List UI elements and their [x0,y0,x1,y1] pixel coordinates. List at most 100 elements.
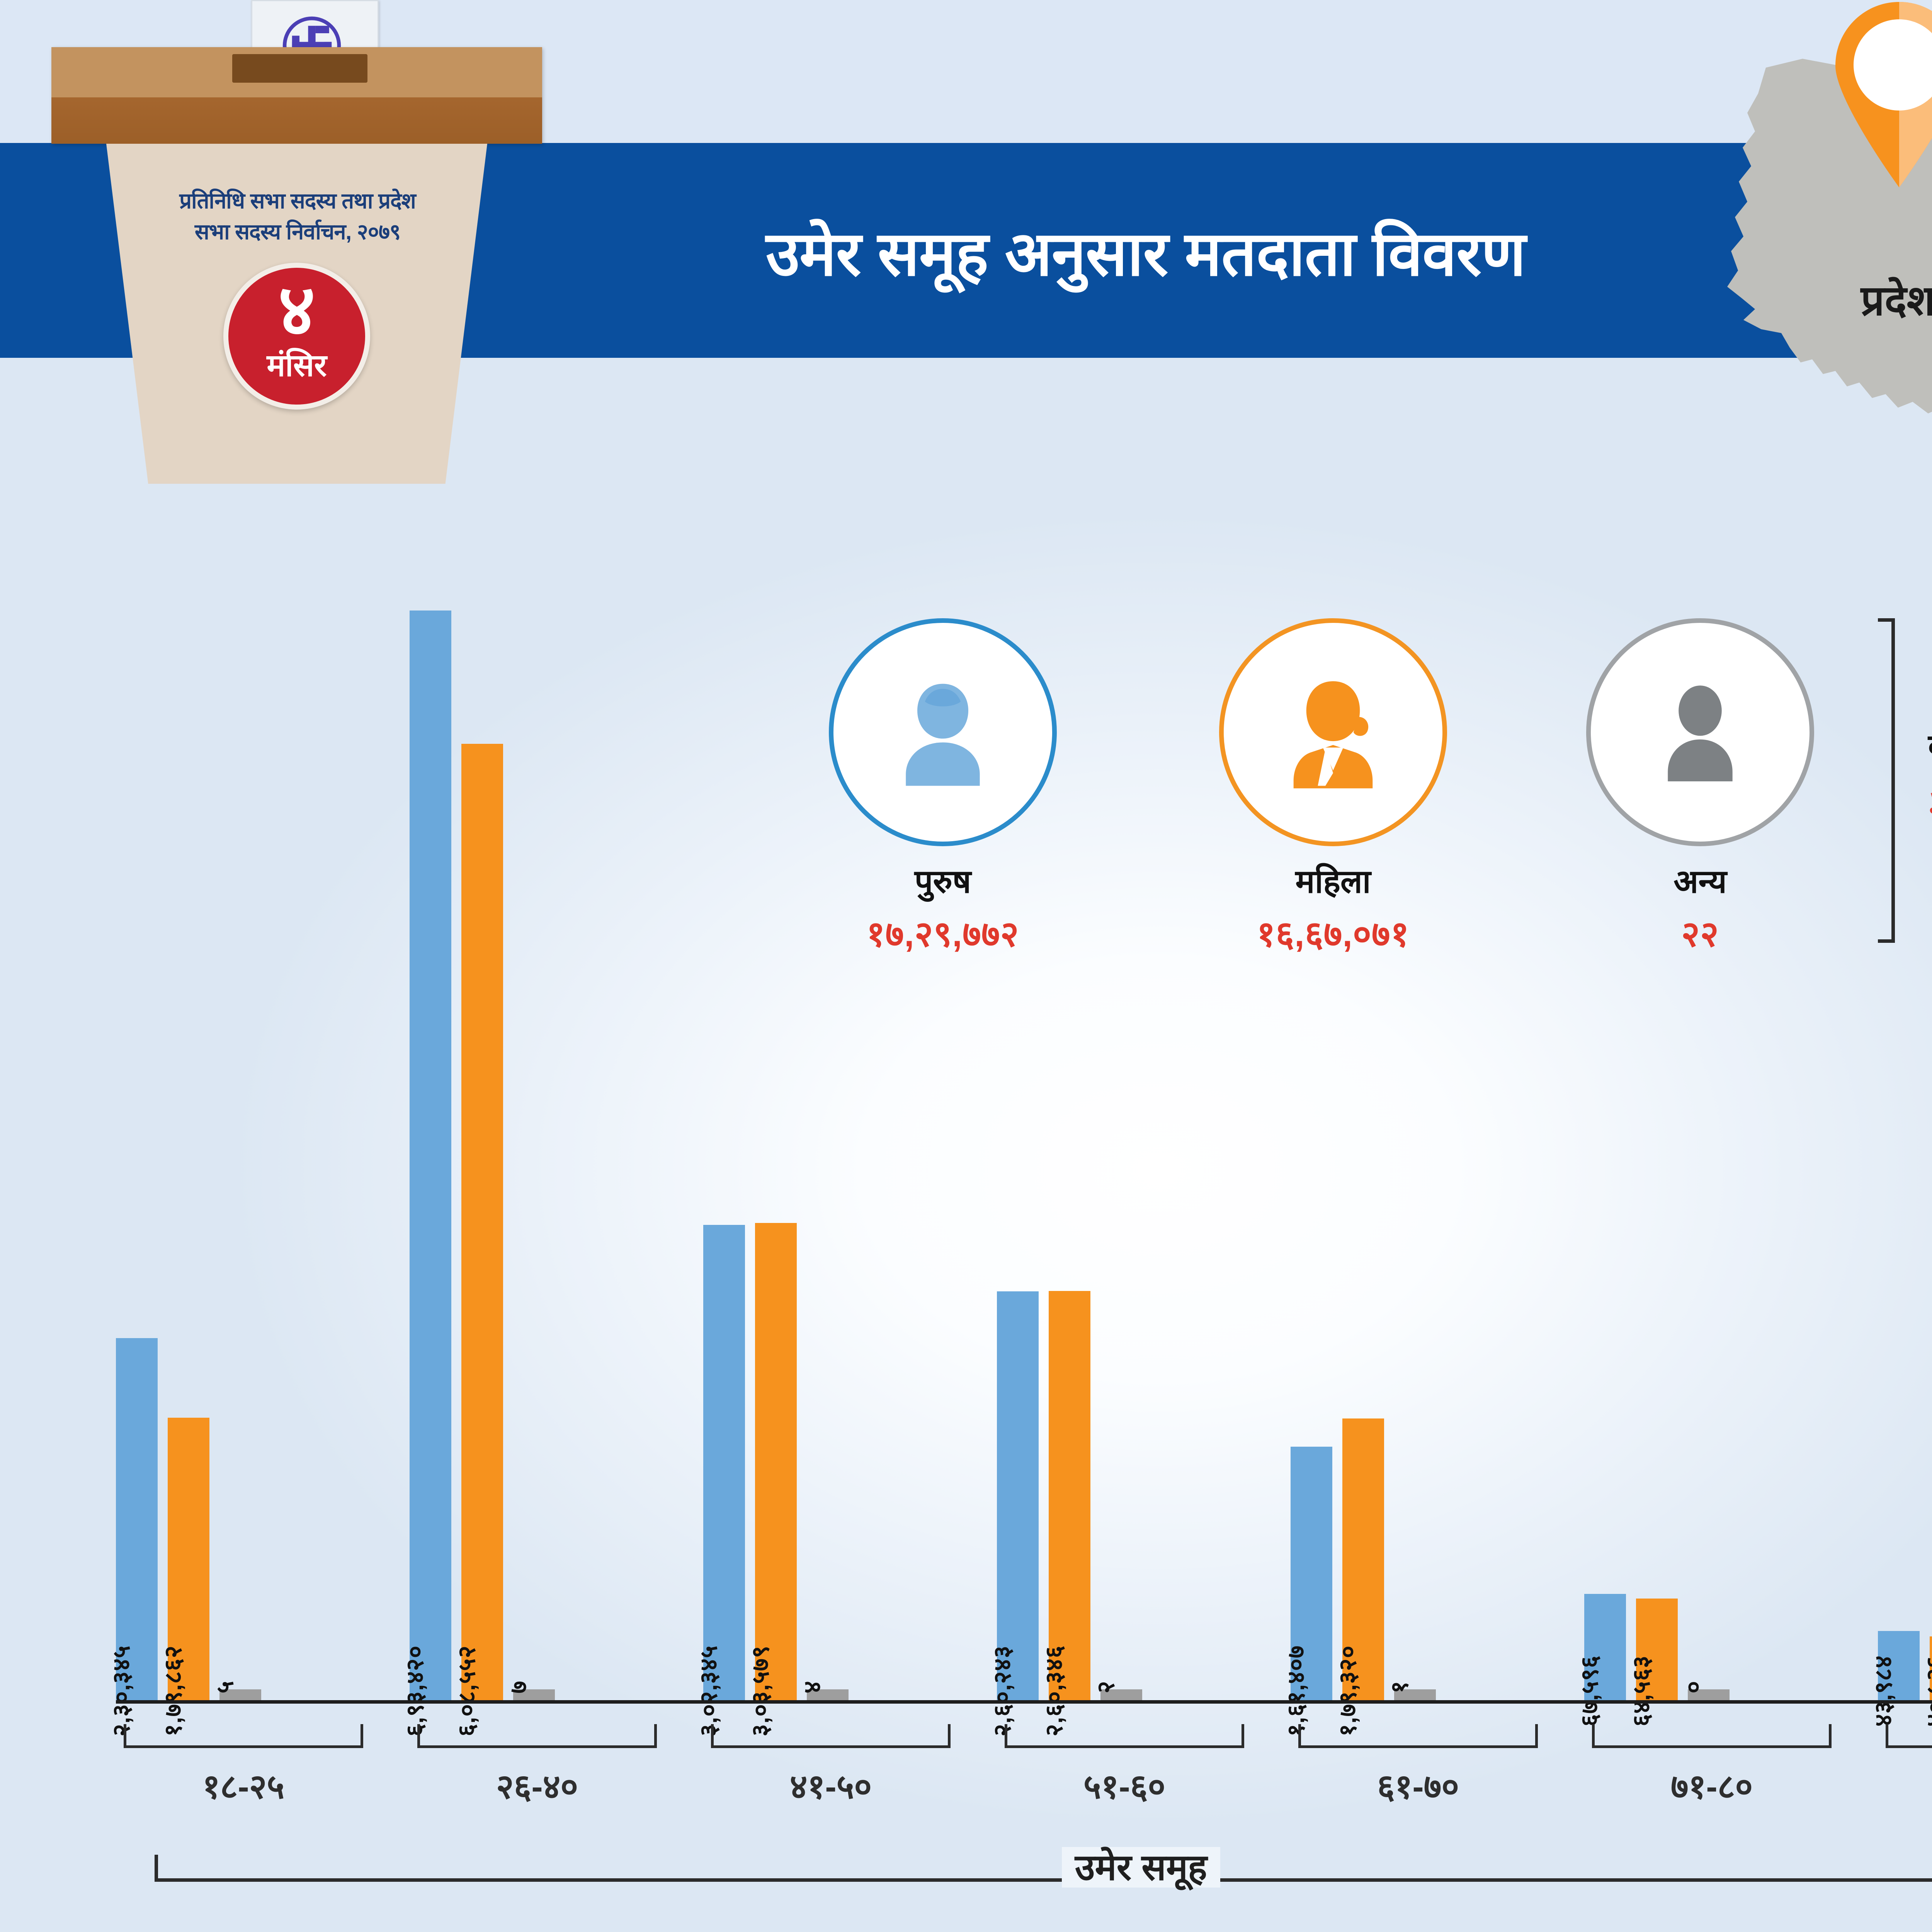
category-bracket [711,1724,951,1748]
chart-plot-area: २,३०,३४५ १,७९,८६२ ५ ६,९३,४२० ६,०८,५५२ ७ ३,०२,३… [108,560,1932,1736]
bar-female[interactable]: ६,०८,५५२ [454,744,503,1736]
category-label: २६-४० [496,1767,578,1806]
bar-female[interactable]: २,६०,३४६ [1041,1291,1090,1736]
ballot-box-graphic: प्रतिनिधि सभा सदस्य तथा प्रदेश सभा सदस्य… [37,0,558,484]
bar-female[interactable]: ४०,५२६ [1922,1636,1932,1726]
bar-value-label: ४३,९८४ [1870,1655,1897,1727]
category-bracket [1005,1724,1244,1748]
bar-value-label: ७ [505,1680,532,1694]
total-bracket [1878,618,1895,943]
bar-value-label: ४०,५२६ [1922,1655,1932,1727]
summary-other: अन्य २२ [1580,618,1820,957]
other-person-icon [1668,685,1733,782]
bar-value-label: ० [1680,1680,1707,1694]
bar-value-label: १,७९,३२० [1335,1645,1361,1736]
category-label: ४१-५० [789,1767,872,1806]
bar-value-label: २,३०,३४५ [108,1645,135,1736]
bar-value-label: ६,०८,५५२ [454,1645,480,1736]
bar-value-label: ३,०३,५७९ [747,1645,774,1736]
bar-male[interactable]: २,३०,३४५ [108,1338,158,1736]
bar-male[interactable]: ३,०२,३४५ [696,1225,745,1736]
category-bracket [1298,1724,1538,1748]
bar-value-label: १,७९,८६२ [160,1645,187,1736]
total-summary: कूल ३३,९६,८६५ [1928,723,1932,827]
bar-value-label: १,६१,४०७ [1283,1645,1310,1736]
male-person-icon [906,684,980,786]
bar-male[interactable]: ६,९३,४२० [402,611,451,1736]
gender-summary: पुरुष १७,२९,७७२ महिला १६,६७,०७१ अन्य २२ [823,618,1866,1005]
bar-value-label: २,६०,३४६ [1041,1645,1068,1736]
total-label: कूल [1928,723,1932,768]
bar-value-label: ६४,५६३ [1628,1655,1655,1727]
bar-value-label: ३,०२,३४५ [696,1645,722,1736]
summary-female: महिला १६,६७,०७१ [1213,618,1453,957]
bar-male[interactable]: ६७,५९६ [1577,1594,1626,1726]
category-label: १८-२५ [202,1767,285,1806]
chart-x-axis-line [116,1700,1932,1704]
category-bracket [1886,1724,1932,1748]
province-label: प्रदेश १ [1861,277,1932,324]
bar-value-label: २,६०,२४३ [989,1645,1016,1736]
bar-value-label: ६,९३,४२० [402,1645,429,1736]
map-pin-icon [1835,2,1932,187]
ballot-caption-line2: सभा सदस्य निर्वाचन, २०७९ [194,219,401,244]
female-label: महिला [1295,863,1371,900]
bar-group-bars: ६,९३,४२० ६,०८,५५२ ७ [402,560,665,1736]
x-axis-outer-bracket [155,1855,1932,1882]
female-value: १६,६७,०७१ [1257,915,1410,954]
bar-group-bars: २,६०,२४३ २,६०,३४६ २ [989,560,1252,1736]
category-bracket [417,1724,657,1748]
bar-group-bars: ३,०२,३४५ ३,०३,५७९ ४ [696,560,958,1736]
bar-other[interactable]: ५ [212,1680,261,1700]
category-bracket [1592,1724,1832,1748]
bar-other[interactable]: ४ [799,1680,849,1700]
bar-value-label: ६७,५९६ [1577,1655,1603,1727]
bar-other[interactable]: २ [1093,1680,1142,1700]
bar-value-label: ४ [799,1680,826,1694]
bar-group: ६७,५९६ ६४,५६३ ० [1577,560,1839,1726]
bar-group-bars: २,३०,३४५ १,७९,८६२ ५ [108,560,371,1736]
province-map: प्रदेश १ [1719,0,1932,475]
bar-male[interactable]: १,६१,४०७ [1283,1447,1332,1736]
bar-male[interactable]: ४३,९८४ [1870,1631,1920,1726]
female-person-icon [1293,681,1373,789]
bar-group-bars: १,६१,४०७ १,७९,३२० १ [1283,560,1546,1736]
bar-group-bars: ६७,५९६ ६४,५६३ ० [1577,560,1839,1726]
bar-female[interactable]: १,७९,३२० [1335,1418,1384,1736]
other-label: अन्य [1673,863,1727,900]
ballot-box-lid [51,47,542,144]
category-bracket [124,1724,363,1748]
bar-group: २,६०,२४३ २,६०,३४६ २ [989,560,1252,1736]
age-group-bar-chart: २,३०,३४५ १,७९,८६२ ५ ६,९३,४२० ६,०८,५५२ ७ ३,०२,३… [0,560,1932,1888]
bar-value-label: ५ [212,1680,238,1694]
bar-value-label: २ [1093,1680,1119,1694]
bar-group: १,६१,४०७ १,७९,३२० १ [1283,560,1546,1736]
summary-male: पुरुष १७,२९,७७२ [823,618,1063,957]
bar-value-label: १ [1386,1680,1413,1694]
election-date-seal: ४ मंसिर [223,263,370,410]
bar-male[interactable]: २,६०,२४३ [989,1291,1039,1736]
total-value: ३३,९६,८६५ [1928,776,1932,827]
x-axis-title-text: उमेर समूह [1062,1847,1220,1888]
male-value: १७,२९,७७२ [866,915,1019,954]
page-title: उमेर समूह अनुसार मतदाता विवरण [766,219,1526,288]
seal-month: मंसिर [267,348,327,383]
bar-group: ३,०२,३४५ ३,०३,५७९ ४ [696,560,958,1736]
x-axis-title: उमेर समूह [0,1841,1932,1891]
category-label: ७१-८० [1670,1767,1753,1806]
bar-group: २,३०,३४५ १,७९,८६२ ५ [108,560,371,1736]
bar-female[interactable]: ६४,५६३ [1628,1599,1678,1726]
ballot-caption-line1: प्रतिनिधि सभा सदस्य तथा प्रदेश [179,189,416,213]
bar-female[interactable]: ३,०३,५७९ [747,1223,797,1736]
bar-other[interactable]: १ [1386,1680,1436,1700]
category-label: ६१-७० [1377,1767,1459,1806]
category-label: ८१+ [1878,1762,1932,1808]
bar-other[interactable]: ० [1680,1680,1730,1700]
male-label: पुरुष [914,863,971,900]
bar-group: ६,९३,४२० ६,०८,५५२ ७ [402,560,665,1736]
bar-female[interactable]: १,७९,८६२ [160,1418,209,1736]
seal-day: ४ [278,270,316,350]
bar-other[interactable]: ७ [505,1680,555,1700]
